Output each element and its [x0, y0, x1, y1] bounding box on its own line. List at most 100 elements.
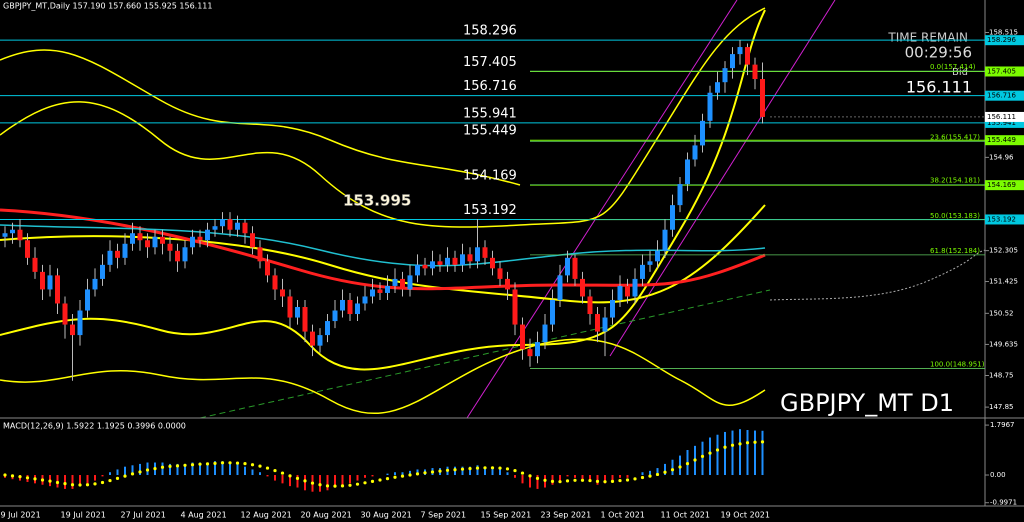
candle-body [2, 233, 8, 237]
macd-signal [460, 467, 465, 471]
macd-signal [138, 470, 142, 474]
macd-signal [370, 479, 375, 484]
candle-body [467, 254, 473, 262]
fib-label: 50.0(153.183) [930, 212, 980, 220]
candle-body [40, 271, 45, 290]
candle-body [370, 289, 375, 297]
macd-signal [355, 482, 360, 486]
candle-body [685, 159, 690, 185]
x-tick-label: 11 Oct 2021 [661, 511, 710, 520]
macd-signal [363, 481, 367, 485]
candle-body [70, 324, 75, 336]
macd-signal [393, 475, 397, 479]
macd-signal [685, 462, 690, 466]
candle-body [197, 236, 203, 241]
macd-signal [250, 463, 255, 467]
candle-body [662, 229, 668, 251]
macd-signal [198, 462, 202, 466]
macd-signal [678, 465, 682, 469]
candle-body [527, 349, 533, 357]
macd-signal [145, 468, 150, 472]
candle-body [362, 296, 368, 304]
macd-signal [453, 468, 457, 472]
candle-body [520, 324, 525, 350]
x-tick-label: 23 Sep 2021 [541, 511, 592, 520]
candle-body [302, 307, 308, 332]
macd-signal [708, 451, 712, 455]
macd-signal [378, 478, 382, 482]
macd-signal [130, 472, 135, 476]
x-tick-label: 19 Oct 2021 [721, 511, 770, 520]
macd-signal [3, 473, 7, 477]
macd-signal [565, 479, 570, 483]
macd-signal [303, 479, 307, 483]
candle-body [692, 145, 698, 160]
x-tick-label: 19 Jul 2021 [61, 511, 106, 520]
bid-value: 156.111 [906, 78, 972, 97]
macd-signal [168, 464, 172, 469]
macd-signal [25, 476, 30, 480]
candle-body [77, 310, 83, 336]
candle-body [580, 278, 585, 297]
level-label: 157.405 [463, 55, 517, 70]
macd-signal [730, 443, 735, 447]
level-box-label: 154.169 [987, 181, 1016, 189]
x-tick-label: 1 Oct 2021 [601, 511, 645, 520]
candle-body [227, 219, 233, 230]
band-line [0, 49, 521, 186]
y-tick-label: 158.515 [989, 28, 1018, 36]
candle-body [355, 303, 360, 315]
chart-title: GBPJPY_MT,Daily 157.190 157.660 155.925 … [3, 2, 212, 11]
macd-signal [400, 474, 405, 478]
macd-signal [235, 461, 240, 465]
candle-body [752, 64, 758, 80]
macd-signal [325, 484, 330, 488]
candle-body [407, 275, 413, 290]
fib-label: 38.2(154.181) [930, 177, 980, 185]
macd-signal [333, 484, 337, 488]
macd-signal [580, 478, 585, 482]
candle-body [460, 254, 465, 265]
candle-body [572, 257, 578, 279]
level-box [985, 35, 1024, 46]
candle-body [385, 285, 390, 293]
candle-body [55, 275, 60, 304]
x-tick-label: 27 Jul 2021 [121, 511, 166, 520]
macd-signal [505, 467, 510, 471]
candle-body [452, 257, 458, 265]
fib-label: 23.6(155.417) [930, 133, 980, 141]
candle-body [550, 299, 555, 325]
macd-tick-label: 0.00 [990, 471, 1006, 479]
macd-signal [595, 479, 600, 484]
macd-signal [70, 483, 75, 487]
macd-signal [445, 468, 450, 472]
macd-signal [430, 470, 435, 474]
macd-signal [483, 466, 487, 470]
level-box [985, 214, 1024, 225]
candle-body [490, 257, 495, 269]
candle-body [92, 278, 98, 290]
macd-signal [63, 482, 67, 486]
y-tick-label: 150.52 [989, 309, 1014, 317]
macd-signal [498, 466, 502, 470]
macd-tick-label: -0.9971 [990, 499, 1017, 507]
macd-signal [78, 483, 82, 487]
candle-body [595, 314, 600, 332]
timer-value: 00:29:56 [905, 44, 972, 62]
candle-body [617, 285, 623, 300]
macd-signal [318, 483, 322, 487]
level-box-label: 156.716 [987, 92, 1016, 100]
macd-signal [603, 480, 607, 484]
candle-body [377, 289, 383, 293]
level-label: 155.941 [463, 106, 517, 121]
band-line [0, 7, 766, 228]
candle-body [265, 261, 270, 276]
candle-body [400, 278, 405, 290]
macd-signal [100, 480, 105, 485]
candle-body [220, 219, 225, 227]
timer-title: TIME REMAIN [887, 31, 968, 45]
candle-body [287, 296, 293, 318]
x-tick-label: 7 Sep 2021 [421, 511, 467, 520]
candle-body [85, 289, 90, 311]
level-box [985, 117, 1024, 128]
